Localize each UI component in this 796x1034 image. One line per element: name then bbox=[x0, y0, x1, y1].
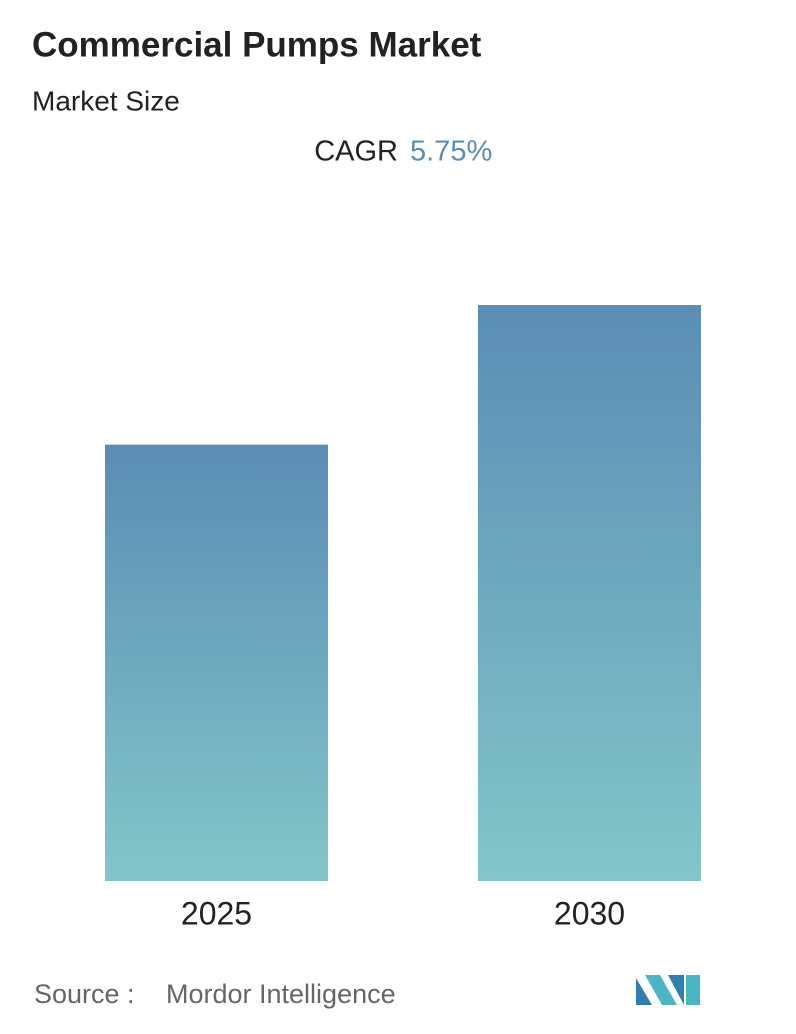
cagr-value: 5.75% bbox=[410, 136, 492, 168]
x-tick-label: 2025 bbox=[181, 895, 252, 931]
bar bbox=[478, 305, 701, 881]
logo bbox=[636, 975, 700, 1005]
chart-title: Commercial Pumps Market bbox=[32, 25, 482, 64]
bar bbox=[105, 444, 328, 881]
source-value: Mordor Intelligence bbox=[166, 979, 396, 1009]
chart-subtitle: Market Size bbox=[32, 85, 180, 116]
cagr-label: CAGR bbox=[314, 136, 398, 168]
x-tick-label: 2030 bbox=[554, 895, 625, 931]
source-label: Source : bbox=[34, 979, 135, 1009]
